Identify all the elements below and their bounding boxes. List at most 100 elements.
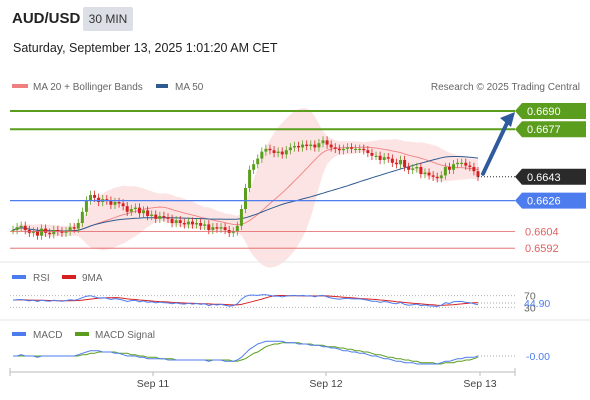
candle-body bbox=[378, 155, 382, 160]
candle-body bbox=[366, 150, 370, 153]
legend-label-macd: MACD bbox=[33, 330, 62, 341]
candle-body bbox=[439, 175, 443, 179]
x-axis: Sep 11 Sep 12 Sep 13 bbox=[9, 368, 516, 390]
candle-body bbox=[264, 148, 268, 152]
candle-body bbox=[190, 221, 194, 225]
watermark: Research © 2025 Trading Central bbox=[431, 82, 580, 93]
candle-body bbox=[68, 227, 72, 232]
candle-body bbox=[40, 228, 44, 236]
candle-body bbox=[97, 197, 101, 202]
candle-body bbox=[215, 227, 219, 229]
candle-body bbox=[44, 228, 48, 233]
rsi-current-label: 44.90 bbox=[524, 298, 550, 310]
candle-body bbox=[231, 231, 235, 233]
candle-body bbox=[325, 140, 329, 145]
candle-body bbox=[260, 151, 264, 159]
candle-body bbox=[272, 150, 276, 153]
candle-body bbox=[60, 231, 64, 233]
candle-body bbox=[186, 221, 190, 225]
timeframe-button[interactable]: 30 MIN bbox=[83, 7, 133, 31]
candle-body bbox=[158, 216, 162, 219]
candle-body bbox=[309, 144, 313, 146]
candle-body bbox=[19, 225, 23, 228]
macd-signal-line bbox=[13, 342, 479, 365]
candle-body bbox=[150, 214, 154, 216]
candle-body bbox=[146, 210, 150, 216]
candle-body bbox=[447, 167, 451, 170]
level-tag-current bbox=[515, 168, 586, 185]
rsi-legend: RSI 9MA bbox=[12, 273, 103, 284]
macd-current-label: -0.00 bbox=[526, 351, 550, 363]
candle-body bbox=[456, 162, 460, 165]
rsi-ma-line bbox=[12, 295, 479, 306]
candle-body bbox=[244, 188, 247, 209]
candle-body bbox=[460, 162, 464, 164]
x-tick-label-sep-12: Sep 12 bbox=[309, 378, 342, 390]
level-tag-resistance bbox=[515, 121, 586, 138]
candle-body bbox=[182, 223, 186, 225]
candle-body bbox=[23, 225, 27, 230]
candle-body bbox=[162, 216, 166, 218]
macd-line bbox=[13, 340, 479, 365]
candle-body bbox=[235, 225, 239, 232]
candle-body bbox=[431, 175, 435, 177]
candle-body bbox=[121, 203, 125, 207]
candle-body bbox=[280, 151, 284, 155]
candle-body bbox=[358, 148, 362, 150]
candle-body bbox=[333, 147, 337, 149]
candle-body bbox=[411, 168, 415, 170]
candle-body bbox=[362, 148, 366, 151]
candle-body bbox=[268, 148, 272, 151]
candle-body bbox=[125, 206, 129, 212]
candle-body bbox=[390, 158, 394, 163]
candle-body bbox=[468, 165, 472, 167]
candle-body bbox=[297, 146, 301, 148]
candle-body bbox=[350, 147, 354, 149]
candle-body bbox=[31, 231, 35, 233]
price-legend: MA 20 + Bollinger Bands MA 50 Research ©… bbox=[12, 82, 580, 93]
candle-body bbox=[403, 160, 407, 167]
candle-body bbox=[219, 227, 223, 229]
macd-plot: -0.00 bbox=[13, 340, 550, 365]
candle-body bbox=[370, 153, 374, 156]
candle-body bbox=[109, 200, 113, 205]
candle-body bbox=[435, 176, 439, 179]
legend-swatch-rsi-ma bbox=[62, 275, 76, 279]
candle-body bbox=[35, 231, 39, 236]
candle-body bbox=[423, 172, 427, 174]
bollinger-band-fill bbox=[13, 108, 478, 268]
candle-body bbox=[166, 217, 170, 219]
candle-body bbox=[374, 155, 378, 157]
candle-body bbox=[142, 210, 146, 214]
candle-body bbox=[129, 209, 133, 212]
candle-body bbox=[476, 171, 480, 177]
legend-swatch-rsi bbox=[12, 275, 26, 279]
candle-body bbox=[133, 207, 137, 209]
forecast-arrow-shaft bbox=[481, 119, 510, 176]
candle-body bbox=[72, 227, 76, 229]
rsi-level-label: 30 bbox=[524, 302, 536, 314]
candle-body bbox=[472, 167, 476, 172]
candle-body bbox=[419, 167, 423, 174]
candle-body bbox=[93, 195, 97, 198]
rsi-line bbox=[12, 294, 479, 307]
candle-body bbox=[154, 214, 158, 219]
level-label-support: 0.6592 bbox=[525, 243, 559, 255]
candle-body bbox=[337, 148, 341, 151]
candle-body bbox=[415, 167, 419, 169]
candle-body bbox=[321, 140, 325, 144]
candle-body bbox=[84, 200, 88, 212]
candle-body bbox=[207, 224, 211, 230]
legend-label-macd-signal: MACD Signal bbox=[95, 330, 155, 341]
candle-body bbox=[76, 223, 80, 229]
candle-body bbox=[407, 167, 411, 170]
candle-body bbox=[354, 148, 358, 150]
candle-body bbox=[223, 227, 227, 230]
candle-body bbox=[239, 209, 243, 226]
legend-label-rsi-ma: 9MA bbox=[82, 273, 103, 284]
rsi-level-label: 70 bbox=[524, 291, 536, 303]
legend-label-ma20-bollinger: MA 20 + Bollinger Bands bbox=[33, 82, 143, 93]
candle-body bbox=[174, 220, 178, 223]
